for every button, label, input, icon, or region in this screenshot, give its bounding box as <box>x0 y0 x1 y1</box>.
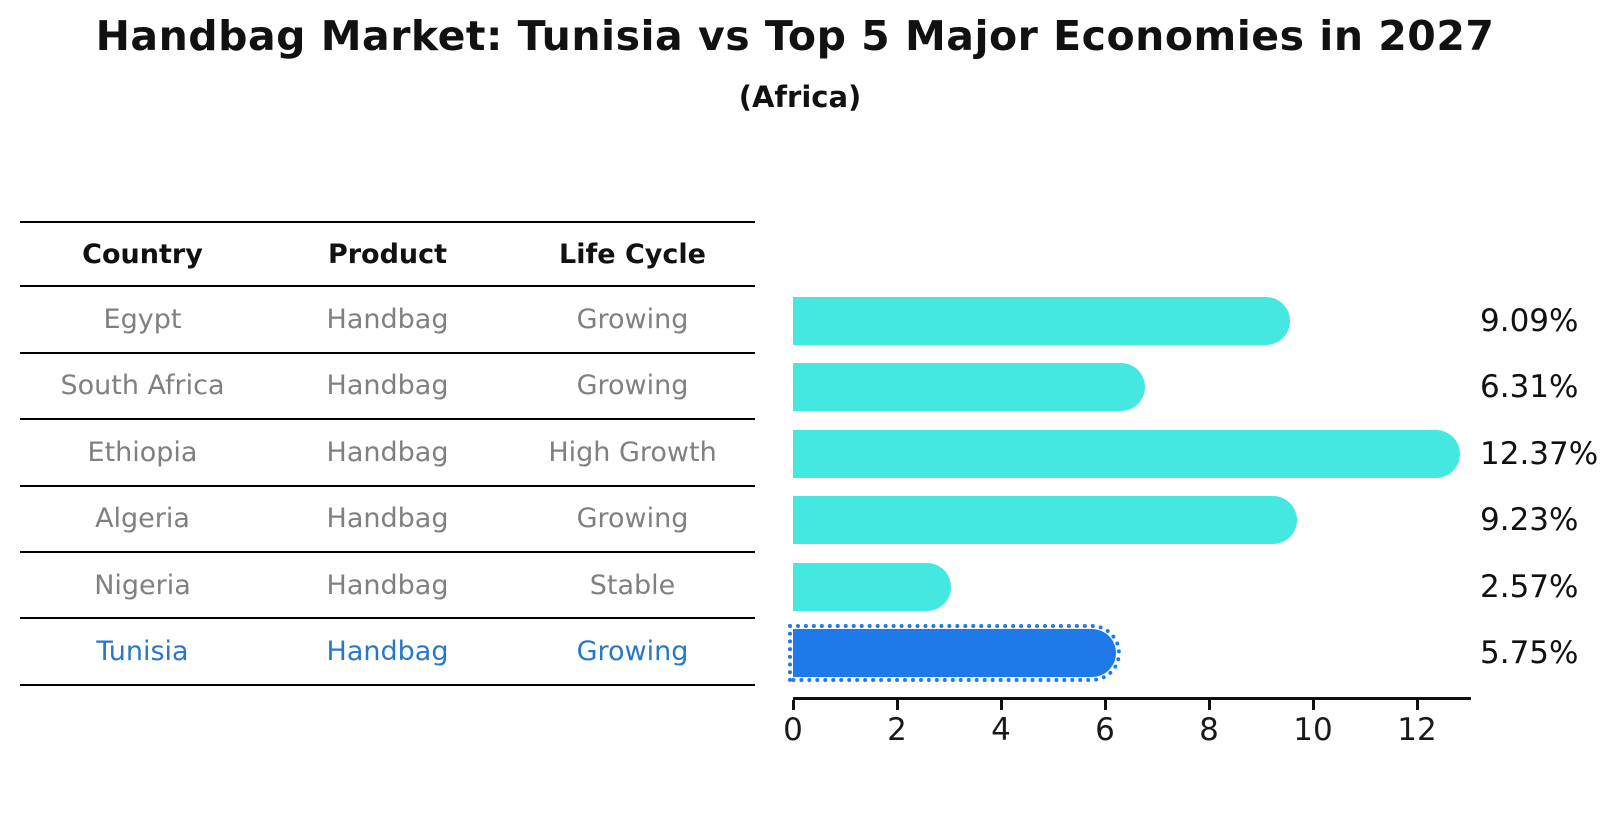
tick-mark <box>1311 700 1315 710</box>
country-table: Country Product Life Cycle Egypt Handbag… <box>20 221 755 686</box>
cell-country: Tunisia <box>96 636 189 668</box>
cell-country: Ethiopia <box>87 436 198 468</box>
tick-label: 8 <box>1199 712 1219 748</box>
cell-lifecycle: Growing <box>576 304 689 336</box>
tick-mark <box>1415 700 1419 710</box>
tick-label: 10 <box>1293 712 1333 748</box>
table-header-row: Country Product Life Cycle <box>20 221 755 288</box>
bar-south-africa <box>793 363 1146 412</box>
column-header-lifecycle: Life Cycle <box>559 238 706 270</box>
value-label-nigeria: 2.57% <box>1480 568 1579 605</box>
tick-mark <box>791 700 795 710</box>
cell-lifecycle: Growing <box>576 503 689 535</box>
tick-label: 2 <box>887 712 907 748</box>
cell-product: Handbag <box>326 304 449 336</box>
table-row-south-africa: South Africa Handbag Growing <box>20 354 755 421</box>
chart-title: Handbag Market: Tunisia vs Top 5 Major E… <box>95 12 1495 60</box>
bar-tunisia-highlighted <box>788 624 1121 682</box>
bar-algeria <box>793 496 1297 545</box>
tick-mark <box>1207 700 1211 710</box>
cell-product: Handbag <box>326 436 449 468</box>
tick-mark <box>895 700 899 710</box>
cell-product: Handbag <box>326 636 449 668</box>
value-label-ethiopia: 12.37% <box>1480 435 1599 472</box>
tick-label: 0 <box>783 712 803 748</box>
tick-label: 6 <box>1095 712 1115 748</box>
value-label-tunisia: 5.75% <box>1480 635 1579 671</box>
table-row-nigeria: Nigeria Handbag Stable <box>20 553 755 620</box>
cell-product: Handbag <box>326 569 449 601</box>
tick-label: 4 <box>991 712 1011 748</box>
table-row-ethiopia: Ethiopia Handbag High Growth <box>20 420 755 487</box>
tick-mark <box>999 700 1003 710</box>
cell-country: Egypt <box>103 304 182 336</box>
table-row-egypt: Egypt Handbag Growing <box>20 287 755 354</box>
tick-label: 12 <box>1397 712 1437 748</box>
value-label-south-africa: 6.31% <box>1480 369 1579 406</box>
value-label-algeria: 9.23% <box>1480 502 1579 539</box>
value-label-egypt: 9.09% <box>1480 303 1579 339</box>
cell-lifecycle: Growing <box>576 370 689 402</box>
cell-lifecycle: High Growth <box>548 436 717 468</box>
cell-product: Handbag <box>326 503 449 535</box>
cell-product: Handbag <box>326 370 449 402</box>
bar-ethiopia <box>793 429 1461 478</box>
cell-country: South Africa <box>60 370 225 402</box>
column-header-product: Product <box>327 238 448 270</box>
cell-lifecycle: Growing <box>576 636 689 668</box>
chart-subtitle: (Africa) <box>738 80 862 114</box>
table-row-algeria: Algeria Handbag Growing <box>20 487 755 553</box>
cell-lifecycle: Stable <box>589 569 676 601</box>
bar-egypt <box>793 297 1290 345</box>
bar-nigeria <box>793 562 951 611</box>
cell-country: Nigeria <box>94 569 191 601</box>
tick-mark <box>1103 700 1107 710</box>
table-row-tunisia-highlighted: Tunisia Handbag Growing <box>20 619 755 686</box>
column-header-country: Country <box>82 238 203 270</box>
x-axis-line <box>793 697 1471 700</box>
cell-country: Algeria <box>95 503 190 535</box>
